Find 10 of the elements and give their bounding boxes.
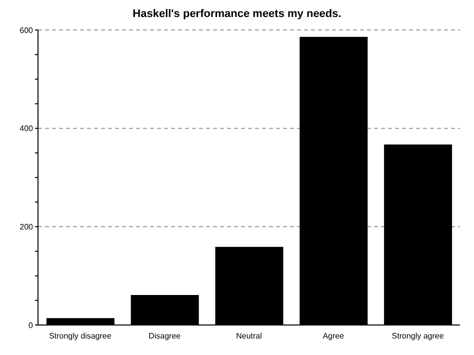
y-tick-label: 400 [20,124,34,134]
y-tick-label: 600 [20,26,34,35]
x-tick-label: Neutral [236,332,262,341]
y-tick-label: 0 [28,320,34,330]
y-tick-label: 200 [20,222,34,232]
x-tick-label: Strongly agree [392,332,444,341]
chart-title: Haskell's performance meets my needs. [132,8,342,22]
x-tick-label: Disagree [148,332,182,341]
x-tick-label: Agree [322,332,345,341]
x-tick-label: Strongly disagree [49,332,112,341]
